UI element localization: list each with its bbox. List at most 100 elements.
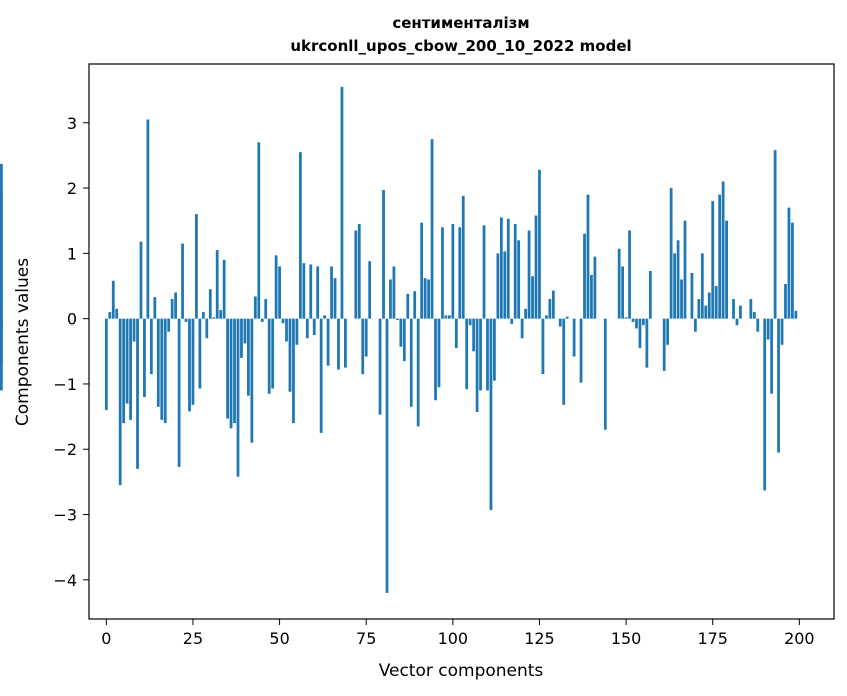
x-tick-label: 150 bbox=[611, 629, 642, 648]
bar bbox=[392, 266, 396, 319]
bar bbox=[215, 250, 219, 319]
bar bbox=[787, 207, 791, 319]
bar bbox=[451, 223, 455, 319]
bar bbox=[579, 318, 583, 383]
bar bbox=[233, 318, 236, 424]
bar bbox=[603, 318, 607, 430]
bar bbox=[545, 315, 548, 319]
bar bbox=[551, 290, 555, 319]
bar bbox=[177, 318, 181, 467]
bar bbox=[378, 318, 382, 415]
bar bbox=[323, 315, 327, 319]
bar bbox=[198, 318, 202, 389]
bar bbox=[361, 318, 365, 375]
bar bbox=[406, 293, 410, 319]
bar bbox=[129, 318, 132, 420]
bar bbox=[298, 152, 302, 319]
bar bbox=[125, 318, 129, 404]
bar bbox=[188, 318, 191, 412]
bar bbox=[104, 318, 108, 411]
bar bbox=[330, 266, 333, 319]
bar bbox=[219, 310, 223, 319]
bar bbox=[382, 190, 385, 319]
bar bbox=[669, 188, 673, 319]
bar bbox=[541, 318, 545, 375]
bar bbox=[780, 318, 784, 345]
bar bbox=[385, 318, 389, 593]
bar bbox=[143, 318, 146, 397]
x-tick-label: 200 bbox=[784, 629, 815, 648]
bar bbox=[711, 201, 715, 319]
bar bbox=[749, 299, 753, 319]
bar bbox=[208, 289, 212, 319]
bar bbox=[115, 308, 119, 319]
bar bbox=[153, 297, 157, 319]
y-axis: −4 −3 −2 −1 0 1 2 3 bbox=[53, 114, 89, 590]
bar bbox=[454, 318, 458, 349]
bar bbox=[624, 317, 628, 319]
bar bbox=[201, 312, 205, 319]
y-tick-label: 1 bbox=[67, 244, 77, 263]
bar bbox=[243, 318, 247, 344]
bar bbox=[697, 299, 701, 319]
bar bbox=[416, 318, 420, 427]
bar bbox=[0, 318, 3, 365]
bar bbox=[364, 318, 368, 357]
bar bbox=[524, 308, 527, 319]
bar bbox=[167, 318, 171, 332]
bar bbox=[642, 318, 645, 326]
bar bbox=[402, 318, 406, 362]
bar bbox=[236, 318, 240, 477]
bar bbox=[191, 318, 195, 405]
bar bbox=[676, 240, 680, 319]
bar bbox=[108, 312, 112, 319]
y-tick-label: −1 bbox=[53, 375, 77, 394]
bar bbox=[326, 318, 330, 366]
bar bbox=[458, 227, 462, 319]
bar bbox=[281, 318, 285, 324]
bar bbox=[493, 318, 496, 381]
bar bbox=[212, 317, 216, 319]
bar bbox=[170, 299, 174, 319]
bar bbox=[340, 86, 344, 319]
bar bbox=[461, 195, 465, 319]
bar bbox=[694, 318, 697, 332]
bar bbox=[205, 318, 209, 339]
bar bbox=[648, 270, 652, 319]
bar bbox=[389, 279, 392, 319]
bar bbox=[690, 272, 694, 319]
bars-group bbox=[0, 86, 798, 593]
x-tick-label: 75 bbox=[356, 629, 376, 648]
x-axis: 0 25 50 75 100 125 150 175 200 bbox=[101, 619, 815, 648]
bar bbox=[257, 142, 261, 319]
bar bbox=[354, 230, 358, 319]
bar bbox=[583, 233, 586, 319]
x-tick-label: 125 bbox=[524, 629, 555, 648]
bar bbox=[368, 261, 372, 319]
bar bbox=[222, 259, 226, 319]
bar bbox=[253, 296, 257, 319]
bar bbox=[309, 264, 313, 319]
y-tick-label: 3 bbox=[67, 114, 77, 133]
bar bbox=[496, 253, 500, 319]
bar bbox=[184, 318, 188, 322]
bar bbox=[267, 318, 271, 394]
bar bbox=[520, 318, 524, 339]
bar bbox=[396, 318, 399, 320]
bar bbox=[312, 318, 316, 335]
bar bbox=[645, 318, 649, 368]
bar bbox=[617, 248, 621, 319]
bar bbox=[735, 318, 739, 326]
x-tick-label: 100 bbox=[438, 629, 469, 648]
bar bbox=[468, 318, 472, 326]
bar bbox=[447, 315, 451, 319]
bar bbox=[548, 299, 552, 319]
y-tick-label: −4 bbox=[53, 571, 77, 590]
bar bbox=[111, 280, 115, 319]
bar bbox=[732, 299, 735, 319]
x-tick-label: 175 bbox=[697, 629, 728, 648]
bar bbox=[707, 292, 711, 319]
bar bbox=[538, 169, 541, 319]
bar bbox=[132, 318, 136, 342]
bar bbox=[666, 318, 670, 345]
